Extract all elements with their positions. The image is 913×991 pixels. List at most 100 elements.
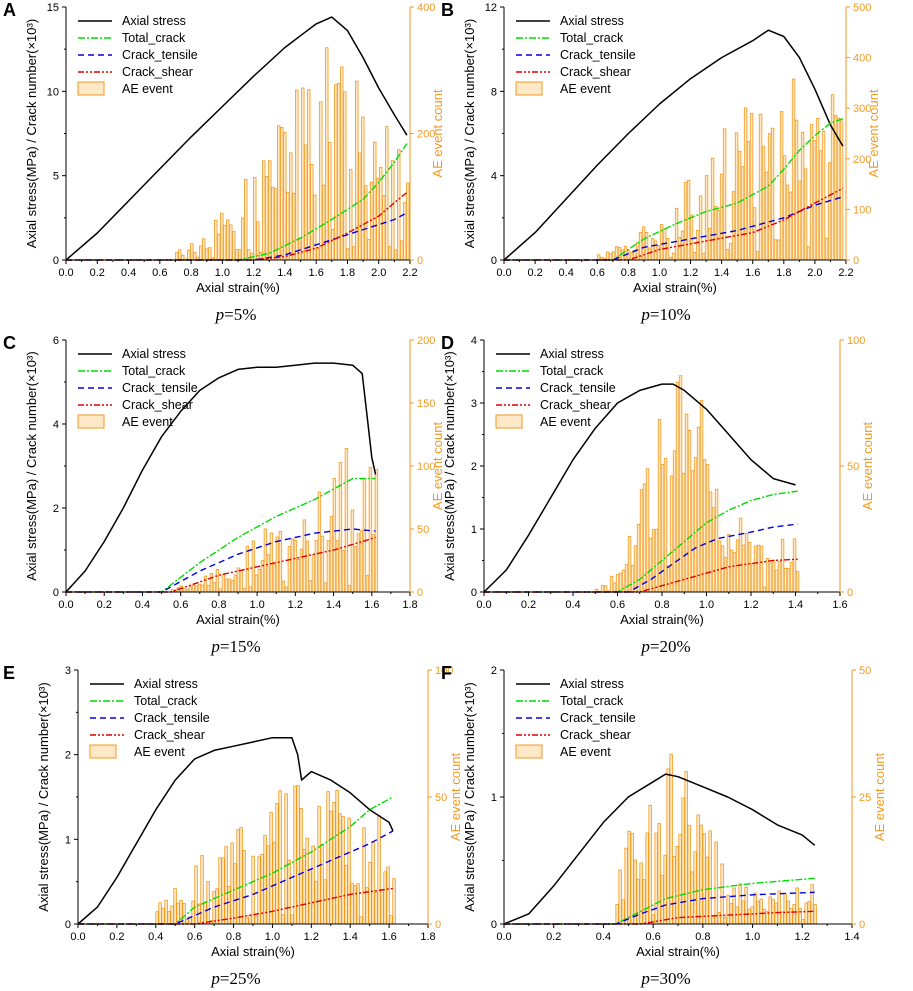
ae-bar: [314, 540, 319, 593]
ae-bar: [305, 837, 309, 925]
ae-bar: [394, 249, 398, 261]
ae-bar: [290, 914, 294, 925]
ae-bar: [723, 556, 728, 593]
x-tick-label: 1.8: [340, 267, 355, 279]
ae-bar: [350, 882, 354, 925]
ae-bar: [804, 902, 808, 925]
y-right-tick-label: 400: [853, 53, 871, 65]
ae-bar: [756, 900, 760, 925]
x-tick-label: 0.0: [496, 267, 511, 279]
ae-bar: [800, 131, 805, 261]
ae-bar: [771, 899, 775, 925]
ae-bar: [726, 534, 731, 593]
x-tick-label: 0.0: [70, 931, 85, 943]
ae-bar: [373, 141, 377, 261]
ae-bar: [618, 869, 622, 925]
ae-bar: [815, 118, 820, 261]
ae-bar: [269, 811, 273, 925]
ae-bar: [779, 111, 784, 261]
ae-bar: [235, 249, 239, 261]
series-axial stress: [503, 773, 816, 925]
series-crack-tensile: [504, 196, 844, 261]
y-right-axis-label: AE event count: [448, 753, 463, 842]
ae-bar: [320, 844, 324, 925]
x-axis-label: Axial strain(%): [196, 612, 280, 627]
legend-label: Total_crack: [560, 31, 624, 45]
ae-bar: [774, 569, 779, 593]
ae-bar: [280, 126, 284, 261]
x-tick-label: 1.0: [699, 599, 714, 611]
legend-label: Crack_tensile: [560, 48, 636, 62]
x-tick-label: 2.0: [371, 267, 386, 279]
ae-bar: [355, 80, 359, 261]
x-tick-label: 1.8: [776, 267, 791, 279]
series-crack-shear: [66, 191, 408, 261]
ae-bar: [233, 863, 237, 925]
ae-bar: [797, 180, 802, 261]
series-axial stress: [483, 383, 796, 593]
series-total-crack: [66, 143, 408, 261]
ae-bar: [383, 871, 387, 925]
ae-bar: [245, 917, 249, 925]
series-axial stress: [65, 362, 377, 593]
caption-value: =10%: [650, 305, 691, 324]
x-axis-label: Axial strain(%): [211, 944, 295, 959]
ae-bar: [744, 532, 749, 593]
ae-bar: [615, 574, 620, 593]
x-tick-label: 1.4: [326, 599, 341, 611]
ae-bar: [821, 130, 826, 261]
x-tick-label: 1.6: [832, 599, 847, 611]
x-tick-label: 0.6: [645, 931, 660, 943]
ae-bar: [654, 832, 658, 925]
ae-bar: [253, 177, 257, 261]
ae-bar: [687, 825, 691, 925]
legend: Axial stress Total_crack Crack_tensile Crac…: [515, 14, 636, 96]
ae-bar: [762, 908, 766, 925]
x-tick-label: 0.8: [226, 931, 241, 943]
ae-bar: [624, 564, 629, 593]
ae-bar: [293, 539, 298, 593]
ae-bar: [194, 865, 198, 925]
ae-bar: [719, 173, 724, 261]
legend-label: AE event: [122, 82, 173, 96]
ae-bar: [671, 252, 676, 261]
ae-bar: [347, 585, 352, 593]
legend-swatch-ae-event: [89, 744, 117, 759]
x-tick-label: 1.2: [288, 599, 303, 611]
ae-bar: [293, 785, 297, 925]
ae-bar: [774, 902, 778, 925]
ae-bar: [359, 530, 364, 593]
ae-bar: [731, 191, 736, 261]
caption-variable: p: [210, 969, 220, 988]
y-left-tick-label: 4: [471, 335, 477, 347]
ae-bar: [626, 250, 631, 261]
ae-bar: [795, 571, 800, 593]
series-crack-shear: [66, 536, 376, 593]
ae-bar: [764, 171, 769, 261]
y-right-tick-label: 100: [847, 335, 865, 347]
ae-bar: [756, 544, 761, 593]
ae-bar: [380, 889, 384, 925]
x-tick-label: 0.8: [183, 267, 198, 279]
legend-label: Crack_shear: [122, 398, 193, 412]
ae-bar: [728, 243, 733, 261]
ae-bar: [791, 78, 796, 261]
legend-swatch-ae-event: [77, 81, 105, 96]
x-tick-label: 1.2: [246, 267, 261, 279]
ae-bar: [320, 535, 325, 593]
ae-bar: [827, 162, 832, 261]
ae-bar: [352, 246, 356, 261]
ae-bar: [803, 168, 808, 261]
x-tick-label: 1.6: [381, 931, 396, 943]
ae-bar: [332, 477, 337, 593]
ae-bar: [741, 900, 745, 925]
ae-bars: [594, 375, 800, 593]
x-tick-label: 1.4: [844, 931, 859, 943]
series-crack-tensile: [66, 528, 376, 593]
panel-e: 0.0 0.2 0.4 0.6 0.8 1.0 1.2 1.4 1.6 1.80123050100…: [3, 663, 463, 988]
legend-label: AE event: [134, 745, 185, 759]
caption-variable: p: [640, 637, 650, 656]
ae-bar: [230, 580, 235, 593]
x-tick-label: 1.4: [277, 267, 292, 279]
series-axial stress: [65, 16, 408, 261]
